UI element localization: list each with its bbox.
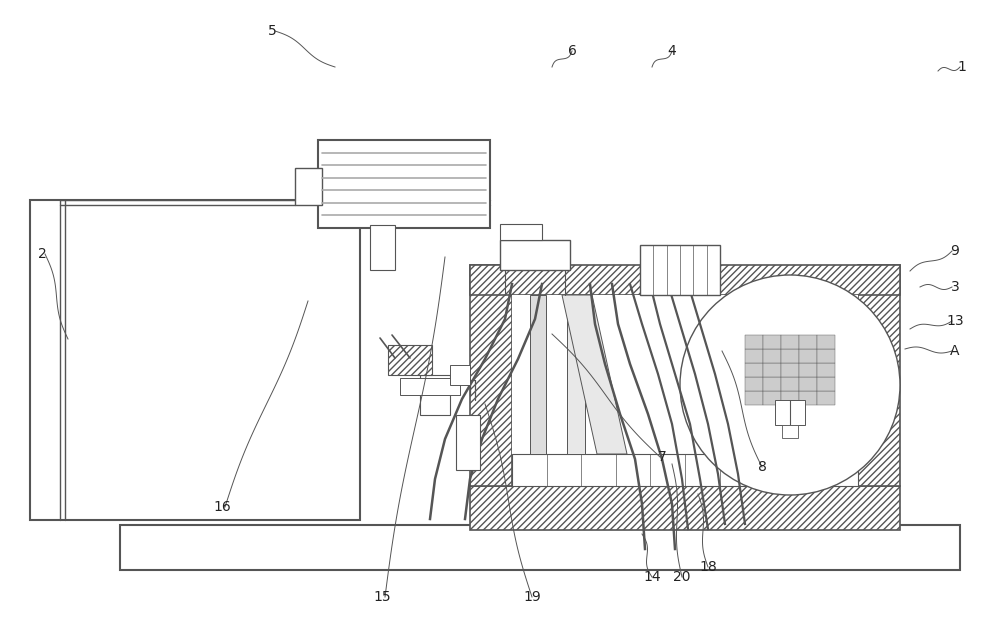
Text: 2: 2 xyxy=(38,247,46,261)
Bar xyxy=(799,335,817,349)
Text: 1: 1 xyxy=(958,60,966,74)
Text: 9: 9 xyxy=(951,244,959,258)
Text: A: A xyxy=(950,344,960,358)
Bar xyxy=(817,349,835,363)
Bar xyxy=(799,391,817,405)
Bar xyxy=(781,377,799,391)
Text: 19: 19 xyxy=(523,590,541,604)
Bar xyxy=(799,363,817,377)
Bar xyxy=(388,345,432,375)
Bar xyxy=(745,391,763,405)
Bar xyxy=(420,375,450,415)
Bar xyxy=(763,335,781,349)
Bar xyxy=(781,363,799,377)
Bar xyxy=(530,295,546,454)
Polygon shape xyxy=(562,295,627,454)
Bar xyxy=(640,245,720,295)
Text: 6: 6 xyxy=(568,44,576,58)
Bar xyxy=(370,225,395,270)
Text: 14: 14 xyxy=(643,570,661,584)
Bar xyxy=(817,377,835,391)
Text: 18: 18 xyxy=(699,560,717,574)
Bar xyxy=(400,378,460,395)
Bar xyxy=(763,349,781,363)
Bar xyxy=(512,454,858,486)
Bar xyxy=(295,168,322,205)
Text: 7: 7 xyxy=(658,450,666,464)
Text: 8: 8 xyxy=(758,460,766,474)
Bar xyxy=(817,391,835,405)
Bar xyxy=(450,365,470,385)
Bar xyxy=(512,295,858,486)
Text: 5: 5 xyxy=(268,24,276,38)
Bar xyxy=(745,349,763,363)
Bar xyxy=(470,265,900,295)
Bar xyxy=(763,391,781,405)
Bar xyxy=(30,200,360,520)
Bar xyxy=(782,425,798,438)
Bar xyxy=(781,391,799,405)
Bar xyxy=(470,486,900,530)
Bar xyxy=(781,335,799,349)
Bar xyxy=(745,377,763,391)
Bar xyxy=(817,335,835,349)
Bar xyxy=(763,377,781,391)
Bar xyxy=(456,415,480,470)
Bar xyxy=(318,140,490,228)
Text: 4: 4 xyxy=(668,44,676,58)
Bar xyxy=(775,400,805,425)
Bar xyxy=(567,305,585,454)
Bar xyxy=(781,349,799,363)
Bar xyxy=(745,335,763,349)
Bar xyxy=(745,363,763,377)
Text: 3: 3 xyxy=(951,280,959,294)
Bar xyxy=(470,265,512,486)
Bar xyxy=(858,265,900,486)
Bar xyxy=(799,377,817,391)
Text: 13: 13 xyxy=(946,314,964,328)
Text: 15: 15 xyxy=(373,590,391,604)
Bar xyxy=(500,240,570,270)
Bar xyxy=(799,349,817,363)
Text: 20: 20 xyxy=(673,570,691,584)
Bar xyxy=(120,525,960,570)
Bar xyxy=(500,224,542,240)
Bar xyxy=(817,363,835,377)
Bar xyxy=(763,363,781,377)
Text: 16: 16 xyxy=(213,500,231,514)
Circle shape xyxy=(680,275,900,495)
